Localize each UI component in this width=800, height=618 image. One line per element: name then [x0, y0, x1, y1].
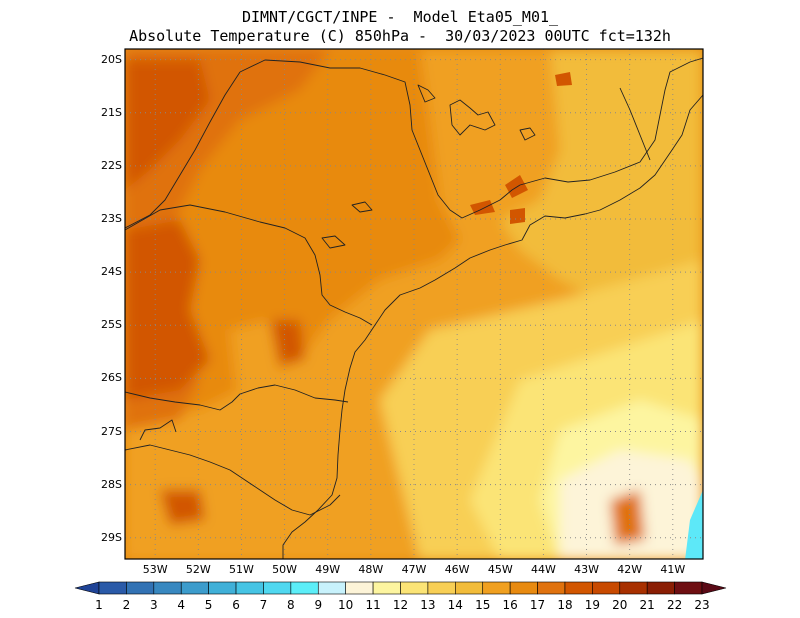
latitude-label: 27S: [101, 424, 122, 438]
colorbar-label: 8: [287, 598, 295, 612]
lake-2: [417, 84, 436, 103]
latitude-label: 29S: [101, 530, 122, 544]
colorbar-cell: [180, 581, 209, 595]
colorbar-label: 23: [694, 598, 710, 612]
colorbar-cell: [646, 581, 675, 595]
lake: [449, 99, 496, 136]
longitude-label: 42W: [617, 563, 643, 576]
longitude-label: 51W: [229, 563, 254, 576]
latitude-label: 21S: [101, 105, 122, 119]
colorbar-arrow-high: [701, 581, 727, 595]
lake-5: [519, 127, 536, 141]
colorbar-cell: [592, 581, 621, 595]
coastline: [282, 94, 703, 559]
colorbar-cell: [482, 581, 511, 595]
state-border-pr-sc: [125, 384, 349, 411]
lake-4: [321, 235, 346, 249]
latitude-label: 20S: [101, 52, 122, 66]
colorbar-label: 4: [177, 598, 186, 612]
longitude-label: 45W: [487, 563, 513, 576]
colorbar-label: 1: [95, 598, 103, 612]
latitude-label: 22S: [101, 158, 122, 172]
colorbar-cell: [235, 581, 264, 595]
latitude-label: 24S: [101, 265, 122, 279]
colorbar-label: 10: [338, 598, 354, 612]
colorbar-cell: [372, 581, 401, 595]
colorbar-cell: [619, 581, 648, 595]
colorbar-label: 13: [420, 598, 436, 612]
lake-3: [351, 201, 373, 213]
colorbar-cell: [564, 581, 593, 595]
longitude-label: 47W: [401, 563, 427, 576]
colorbar-cell: [509, 581, 538, 595]
country-border: [139, 419, 177, 441]
colorbar-label: 2: [122, 598, 131, 612]
map-title-line-1: DIMNT/CGCT/INPE - Model Eta05_M01_: [241, 8, 559, 26]
colorbar-label: 22: [666, 598, 683, 612]
colorbar-label: 12: [392, 598, 409, 612]
state-border-mg-es: [619, 87, 651, 161]
colorbar-cell: [263, 581, 292, 595]
colorbar-cell: [153, 581, 182, 595]
colorbar-label: 19: [584, 598, 600, 612]
colorbar-cell: [98, 581, 127, 595]
colorbar-label: 17: [529, 598, 546, 612]
colorbar-label: 5: [204, 598, 213, 612]
map-frame: [124, 48, 704, 560]
colorbar-label: 3: [149, 598, 158, 612]
colorbar-label: 16: [502, 598, 518, 612]
longitude-label: 49W: [315, 563, 341, 576]
colorbar-arrow-low: [74, 581, 100, 595]
borders-and-coast: [125, 57, 703, 559]
colorbar-label: 18: [557, 598, 573, 612]
colorbar-cell: [290, 581, 319, 595]
colorbar-label: 21: [639, 598, 655, 612]
colorbar-label: 9: [314, 598, 323, 612]
state-border-sp-ms: [125, 71, 241, 229]
longitude-label: 41W: [660, 563, 686, 576]
colorbar-label: 6: [232, 598, 240, 612]
colorbar-label: 14: [447, 598, 463, 612]
colorbar-cell: [345, 581, 374, 595]
latitude-label: 25S: [101, 318, 122, 332]
colorbar-cell: [674, 581, 703, 595]
colorbar-cell: [126, 581, 155, 595]
latitude-label: 26S: [101, 371, 122, 385]
longitude-label: 48W: [358, 563, 384, 576]
colorbar-cell: [455, 581, 484, 595]
colorbar-label: 11: [365, 598, 381, 612]
longitude-label: 46W: [444, 563, 470, 576]
state-border-sc-rs: [125, 444, 341, 516]
map-title-line-2: Absolute Temperature (C) 850hPa - 30/03/…: [129, 27, 671, 45]
colorbar-cell: [317, 581, 346, 595]
colorbar-cell: [427, 581, 456, 595]
colorbar-cell: [400, 581, 429, 595]
colorbar-label: 20: [612, 598, 628, 612]
longitude-label: 53W: [142, 563, 168, 576]
state-border-mg-sp: [239, 59, 521, 219]
colorbar: [74, 581, 727, 595]
latitude-label: 28S: [101, 477, 122, 491]
temperature-field: [125, 49, 703, 559]
colorbar-cell: [537, 581, 566, 595]
state-border-mg-rj-es: [519, 57, 703, 186]
longitude-label: 52W: [185, 563, 211, 576]
longitude-label: 43W: [574, 563, 599, 576]
state-border-sp-pr: [125, 204, 373, 326]
graticule: [125, 49, 703, 559]
longitude-label: 50W: [272, 563, 298, 576]
colorbar-cell: [208, 581, 237, 595]
latitude-label: 23S: [101, 212, 122, 225]
longitude-label: 44W: [530, 563, 556, 576]
colorbar-label: 15: [475, 598, 491, 612]
colorbar-label: 7: [259, 598, 268, 612]
